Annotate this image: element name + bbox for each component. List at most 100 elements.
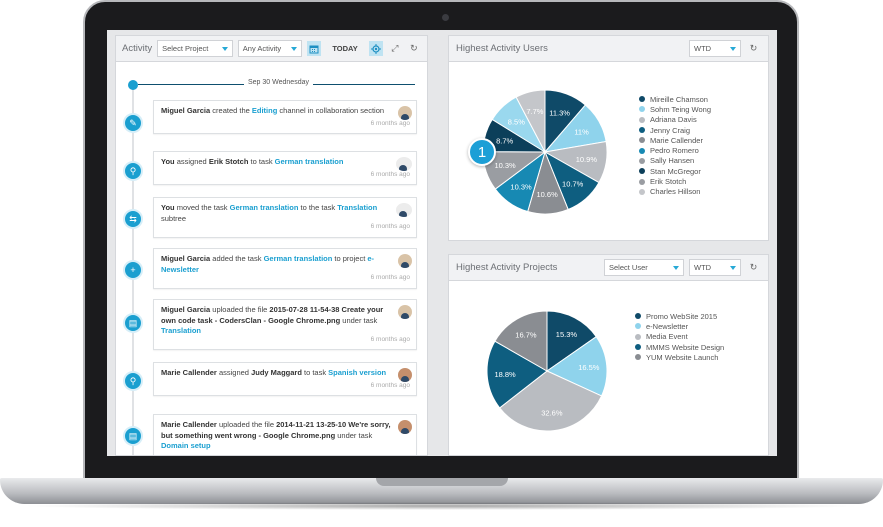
avatar <box>398 368 412 382</box>
projects-period-dropdown[interactable]: WTD <box>689 259 741 276</box>
avatar <box>396 157 412 171</box>
users-pie-slice-label: 10.3% <box>494 161 516 170</box>
entry-text: assigned <box>216 368 252 377</box>
chevron-down-icon <box>673 265 679 270</box>
activity-card[interactable]: Miguel Garcia added the task German tran… <box>153 248 417 289</box>
entry-actor: Marie Callender <box>161 368 217 377</box>
select-project-value: Select Project <box>162 44 209 53</box>
step-badge: 1 <box>468 138 496 166</box>
projects-legend-item[interactable]: Media Event <box>635 332 724 342</box>
entry-time: 6 months ago <box>370 335 410 343</box>
activity-card[interactable]: Miguel Garcia created the Editing channe… <box>153 100 417 134</box>
entry-link[interactable]: Translation <box>161 326 202 335</box>
activity-toolbar: Activity Select Project Any Activity TOD… <box>116 36 427 62</box>
entry-text: channel in collaboration section <box>277 106 385 115</box>
users-legend-item[interactable]: Erik Stotch <box>639 176 711 186</box>
activity-type-dropdown[interactable]: Any Activity <box>237 40 303 57</box>
date-separator: Sep 30 Wednesday <box>128 79 415 90</box>
entry-actor: Miguel Garcia <box>161 106 211 115</box>
entry-actor: Miguel Garcia <box>161 254 211 263</box>
users-legend-item[interactable]: Marie Callender <box>639 135 711 145</box>
users-legend-item[interactable]: Jenny Craig <box>639 125 711 135</box>
projects-legend-item[interactable]: MMMS Website Design <box>635 342 724 352</box>
projects-legend-item[interactable]: YUM Website Launch <box>635 352 724 362</box>
entry-link[interactable]: Editing <box>251 106 278 115</box>
app-screen: Activity Select Project Any Activity TOD… <box>107 30 777 456</box>
projects-pie-slice[interactable] <box>486 340 548 409</box>
users-legend-swatch <box>639 96 645 103</box>
users-legend-item[interactable]: Sohm Teing Wong <box>639 104 711 114</box>
users-legend-item[interactable]: Mireille Chamson <box>639 94 711 104</box>
select-project-dropdown[interactable]: Select Project <box>157 40 233 57</box>
users-legend-swatch <box>639 127 645 134</box>
projects-legend-item[interactable]: e-Newsletter <box>635 321 724 331</box>
users-period-value: WTD <box>694 44 712 53</box>
add-task-icon: + <box>123 260 143 280</box>
activity-card[interactable]: You moved the task German translation to… <box>153 197 417 238</box>
users-legend-swatch <box>639 137 645 144</box>
date-text: Sep 30 <box>248 79 271 86</box>
users-pie-chart: 11.3% 11% 10.9% 10.7% 10.6% 10.3% 10.3% 8.7% 8.5… <box>482 89 608 215</box>
projects-pie-slice[interactable] <box>498 370 603 432</box>
locate-icon[interactable] <box>368 41 383 56</box>
entry-text: to task <box>301 368 329 377</box>
users-legend-swatch <box>639 147 645 154</box>
users-legend-item[interactable]: Stan McGregor <box>639 166 711 176</box>
select-user-dropdown[interactable]: Select User <box>604 259 684 276</box>
refresh-icon[interactable]: ↻ <box>749 262 758 272</box>
users-legend-label: Charles Hillson <box>650 187 701 197</box>
users-panel: Highest Activity Users WTD ↻ 11.3% 11% 10.… <box>448 35 769 241</box>
activity-card[interactable]: You assigned Erik Stotch to task German … <box>153 151 417 185</box>
entry-link[interactable]: Translation <box>337 203 378 212</box>
users-legend-item[interactable]: Adriana Davis <box>639 115 711 125</box>
users-pie-slice-label: 11.3% <box>549 109 570 118</box>
today-button[interactable]: TODAY <box>332 44 358 53</box>
projects-pie-slice-label: 18.8% <box>494 370 516 379</box>
entry-time: 6 months ago <box>370 274 410 281</box>
entry-link[interactable]: German translation <box>274 157 344 166</box>
refresh-icon[interactable]: ↻ <box>410 43 418 53</box>
users-legend-item[interactable]: Sally Hansen <box>639 156 711 166</box>
users-legend-item[interactable]: Pedro Romero <box>639 145 711 155</box>
projects-legend-swatch <box>635 344 641 351</box>
entry-text: assigned <box>174 157 209 166</box>
activity-card[interactable]: Marie Callender uploaded the file 2014-1… <box>153 414 417 455</box>
users-pie-slice[interactable] <box>515 89 546 153</box>
projects-legend-label: Media Event <box>646 332 688 342</box>
users-legend-label: Pedro Romero <box>650 146 699 156</box>
select-user-value: Select User <box>609 263 648 272</box>
laptop-shadow <box>20 502 863 510</box>
projects-pie-slice[interactable] <box>546 310 597 372</box>
users-period-dropdown[interactable]: WTD <box>689 40 741 57</box>
entry-link[interactable]: German translation <box>229 203 299 212</box>
entry-actor: You <box>161 157 175 166</box>
entry-link[interactable]: German translation <box>263 254 333 263</box>
projects-pie-slice[interactable] <box>494 310 548 372</box>
refresh-icon[interactable]: ↻ <box>749 43 758 53</box>
activity-card[interactable]: Marie Callender assigned Judy Maggard to… <box>153 362 417 396</box>
entry-bold: Judy Maggard <box>251 368 302 377</box>
entry-text: moved the task <box>174 203 230 212</box>
users-legend-item[interactable]: Charles Hillson <box>639 187 711 197</box>
users-legend-label: Mireille Chamson <box>650 94 708 104</box>
users-pie-slice-label: 7.7% <box>526 107 543 116</box>
users-legend-swatch <box>639 157 645 164</box>
projects-pie-slice[interactable] <box>545 336 608 397</box>
activity-panel: Activity Select Project Any Activity TOD… <box>115 35 428 456</box>
users-panel-title: Highest Activity Users <box>456 43 548 54</box>
projects-legend-swatch <box>635 333 641 340</box>
calendar-icon[interactable] <box>307 41 322 56</box>
avatar <box>398 305 412 319</box>
entry-link[interactable]: e-Newsletter <box>161 254 375 274</box>
entry-time: 6 months ago <box>370 170 410 178</box>
expand-icon[interactable]: ⤢ <box>391 43 399 53</box>
users-pie-slice-label: 8.5% <box>508 117 525 126</box>
projects-legend-item[interactable]: Promo WebSite 2015 <box>635 311 724 321</box>
date-dot <box>128 80 138 90</box>
entry-link[interactable]: Domain setup <box>161 441 211 450</box>
activity-card[interactable]: Miguel Garcia uploaded the file 2015-07-… <box>153 299 417 350</box>
avatar <box>398 420 412 434</box>
projects-period-value: WTD <box>694 263 712 272</box>
entry-text: to project <box>332 254 368 263</box>
entry-link[interactable]: Spanish version <box>328 368 387 377</box>
